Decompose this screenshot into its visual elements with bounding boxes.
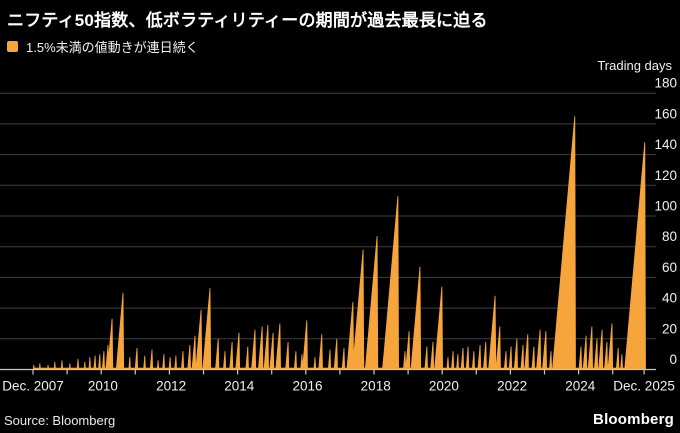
baseline-stubble xyxy=(33,367,646,370)
y-tick-label: 140 xyxy=(654,137,677,152)
y-axis-unit-label: Trading days xyxy=(597,58,672,73)
legend: 1.5%未満の値動きが連日続く xyxy=(7,37,199,56)
area-series xyxy=(32,116,646,370)
x-tick-label: 2018 xyxy=(361,379,391,394)
y-tick-label: 60 xyxy=(662,260,677,275)
x-tick-label: 2022 xyxy=(497,379,527,394)
x-tick-label: 2016 xyxy=(292,379,322,394)
source-attribution: Source: Bloomberg xyxy=(4,413,116,428)
y-tick-label: 20 xyxy=(662,321,677,336)
x-tick-label: 2012 xyxy=(156,379,186,394)
bloomberg-logo: Bloomberg xyxy=(593,411,674,428)
legend-label: 1.5%未満の値動きが連日続く xyxy=(26,40,199,55)
x-tick-label: Dec. 2007 xyxy=(2,379,64,394)
chart-title: ニフティ50指数、低ボラティリティーの期間が過去最長に迫る xyxy=(7,11,488,30)
y-tick-label: 120 xyxy=(654,168,677,183)
y-tick-label: 180 xyxy=(654,76,677,91)
x-tick-label: 2020 xyxy=(429,379,459,394)
y-tick-label: 160 xyxy=(654,106,677,121)
x-tick-label: Dec. 2025 xyxy=(613,379,675,394)
y-tick-label: 100 xyxy=(654,199,677,214)
x-tick-label: 2014 xyxy=(224,379,255,394)
y-tick-label: 80 xyxy=(662,229,677,244)
legend-swatch-icon xyxy=(7,41,18,52)
x-tick-label: 2010 xyxy=(88,379,118,394)
y-tick-label: 0 xyxy=(669,352,677,367)
x-tick-label: 2024 xyxy=(565,379,596,394)
y-tick-label: 40 xyxy=(662,291,677,306)
